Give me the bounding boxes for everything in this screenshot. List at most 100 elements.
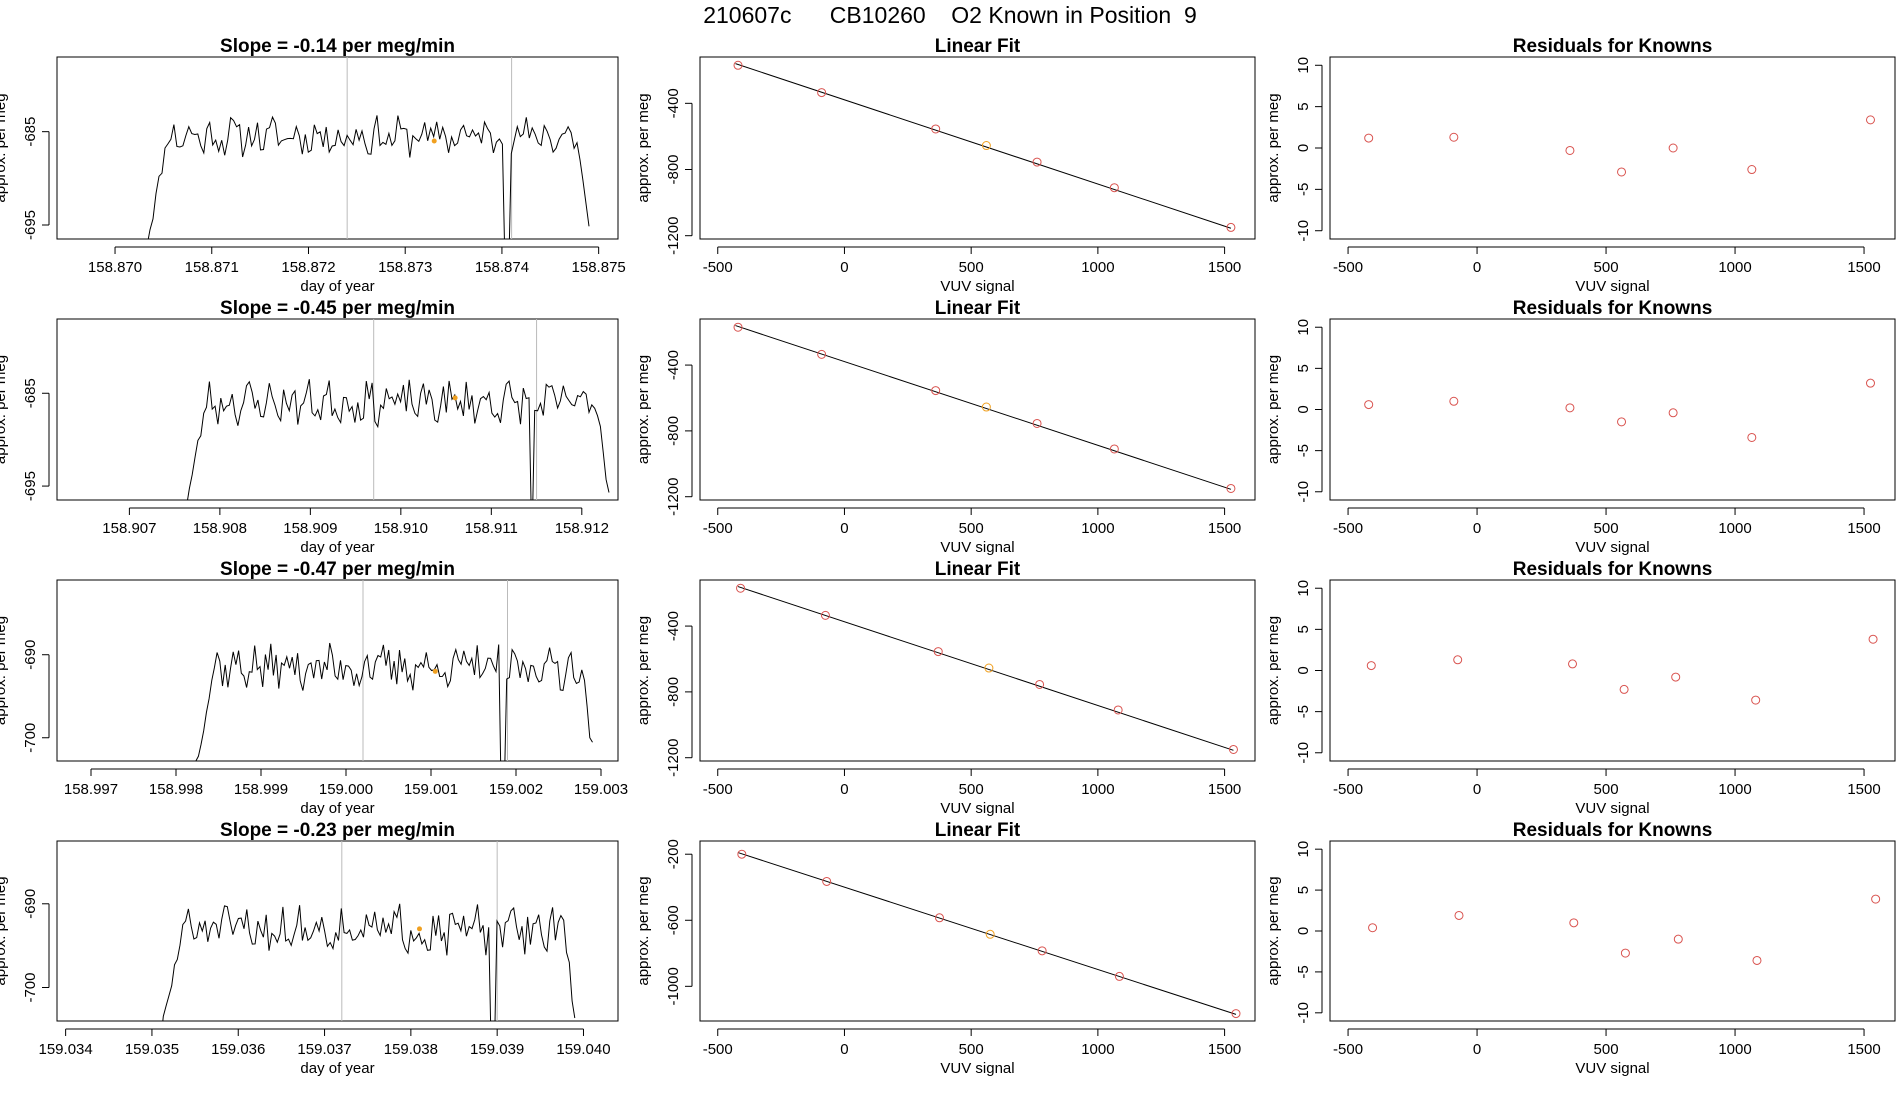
- x-tick-label: 500: [1594, 1041, 1619, 1058]
- panel-title: Linear Fit: [935, 298, 1021, 319]
- plot-frame: [1329, 840, 1896, 1022]
- x-tick-label: -500: [703, 520, 733, 537]
- y-tick-label: 5: [1295, 625, 1312, 633]
- y-tick-label: 10: [1295, 57, 1312, 74]
- series-line: [162, 903, 576, 1021]
- data-point: [933, 647, 943, 657]
- x-axis-label: VUV signal: [940, 278, 1014, 295]
- x-tick-label: 500: [1594, 781, 1619, 798]
- x-tick-label: 158.912: [555, 520, 609, 537]
- y-tick-label: -685: [22, 378, 39, 408]
- x-axis: -500 0 500 1000 1500: [1333, 507, 1881, 537]
- data-point: [736, 583, 746, 593]
- x-tick-label: 0: [840, 520, 848, 537]
- x-tick-label: 1000: [1718, 259, 1751, 276]
- x-tick-label: -500: [1333, 259, 1363, 276]
- data-point: [820, 610, 830, 620]
- x-tick-label: 500: [959, 781, 984, 798]
- x-axis: -500 0 500 1000 1500: [703, 246, 1241, 276]
- panel-title: Residuals for Knowns: [1513, 559, 1713, 580]
- y-axis: 10 5 0 -5 -10: [1295, 57, 1323, 242]
- plot-frame: [56, 840, 619, 1022]
- y-tick-label: -1200: [665, 478, 682, 516]
- data-point: [1035, 679, 1045, 689]
- fit-line: [737, 586, 1234, 751]
- residual-point: [1671, 672, 1681, 682]
- highlight-point: [985, 929, 995, 939]
- y-axis: 10 5 0 -5 -10: [1295, 580, 1323, 764]
- y-axis: -400 -800 -1200: [665, 350, 693, 516]
- y-tick-label: 10: [1295, 580, 1312, 597]
- x-tick-label: 158.998: [149, 781, 203, 798]
- residual-point: [1668, 408, 1678, 418]
- x-tick-label: 158.999: [234, 781, 288, 798]
- y-axis: -690 -700: [22, 889, 50, 1003]
- residuals-panel: Residuals for Knowns VUV signal approx. pe…: [1265, 820, 1896, 1077]
- residuals-panel: Residuals for Knowns VUV signal approx. pe…: [1265, 36, 1896, 295]
- panel-title: Linear Fit: [935, 36, 1021, 57]
- plot-frame: [699, 318, 1256, 501]
- x-tick-label: 1000: [1081, 781, 1114, 798]
- residual-point: [1364, 133, 1374, 143]
- y-axis: -685 -695: [22, 117, 50, 240]
- x-tick-label: 1000: [1718, 1041, 1751, 1058]
- x-tick-label: 1000: [1718, 520, 1751, 537]
- x-axis-label: VUV signal: [1575, 539, 1649, 556]
- residual-point: [1747, 432, 1757, 442]
- data-point: [1109, 183, 1119, 193]
- panel-title: Slope = -0.45 per meg/min: [220, 298, 455, 319]
- x-tick-label: 159.038: [384, 1041, 438, 1058]
- residual-point: [1871, 894, 1881, 904]
- data-point: [931, 386, 941, 396]
- y-axis-label: approx. per meg: [0, 876, 9, 985]
- y-tick-label: 10: [1295, 841, 1312, 858]
- y-axis: -685 -695: [22, 378, 50, 501]
- time-series-panel: Slope = -0.14 per meg/min day of year appr…: [0, 36, 626, 295]
- linear-fit-panel: Linear Fit VUV signal approx. per meg -500 0…: [635, 559, 1256, 817]
- residual-point: [1752, 955, 1762, 965]
- y-tick-label: 0: [1295, 927, 1312, 935]
- x-tick-label: 1000: [1081, 259, 1114, 276]
- x-tick-label: 500: [959, 1041, 984, 1058]
- x-tick-label: 158.907: [102, 520, 156, 537]
- y-axis: -200 -600 -1000: [665, 839, 693, 1006]
- x-axis-label: VUV signal: [940, 1060, 1014, 1077]
- y-tick-label: -1200: [665, 217, 682, 255]
- y-tick-label: -10: [1295, 742, 1312, 764]
- y-axis-label: approx. per meg: [635, 616, 652, 725]
- data-point: [1109, 444, 1119, 454]
- panel-title: Linear Fit: [935, 820, 1021, 841]
- plot-frame: [699, 840, 1256, 1022]
- residual-point: [1454, 910, 1464, 920]
- y-tick-label: 0: [1295, 144, 1312, 152]
- plot-frame: [699, 579, 1256, 762]
- x-tick-label: 1500: [1847, 520, 1880, 537]
- x-tick-label: 158.910: [374, 520, 428, 537]
- y-axis-label: approx. per meg: [635, 355, 652, 464]
- residual-point: [1868, 634, 1878, 644]
- x-tick-label: 159.039: [470, 1041, 524, 1058]
- fit-line: [735, 325, 1232, 490]
- x-axis: -500 0 500 1000 1500: [703, 507, 1241, 537]
- y-tick-label: -5: [1295, 705, 1312, 718]
- residual-point: [1865, 115, 1875, 125]
- x-tick-label: 0: [1473, 1041, 1481, 1058]
- y-axis: -690 -700: [22, 640, 50, 753]
- residual-point: [1449, 396, 1459, 406]
- highlight-point: [981, 141, 991, 151]
- x-tick-label: 0: [1473, 781, 1481, 798]
- x-tick-label: 500: [959, 259, 984, 276]
- y-tick-label: -400: [665, 611, 682, 641]
- x-axis: -500 0 500 1000 1500: [703, 1028, 1241, 1058]
- y-axis: 10 5 0 -5 -10: [1295, 841, 1323, 1024]
- residual-point: [1449, 132, 1459, 142]
- y-tick-label: -695: [22, 471, 39, 501]
- residual-point: [1565, 145, 1575, 155]
- x-tick-label: 1000: [1718, 781, 1751, 798]
- x-tick-label: -500: [1333, 520, 1363, 537]
- plot-frame: [1329, 56, 1896, 240]
- x-axis: -500 0 500 1000 1500: [1333, 768, 1881, 798]
- x-tick-label: -500: [703, 259, 733, 276]
- y-axis: 10 5 0 -5 -10: [1295, 319, 1323, 503]
- data-point: [1226, 483, 1236, 493]
